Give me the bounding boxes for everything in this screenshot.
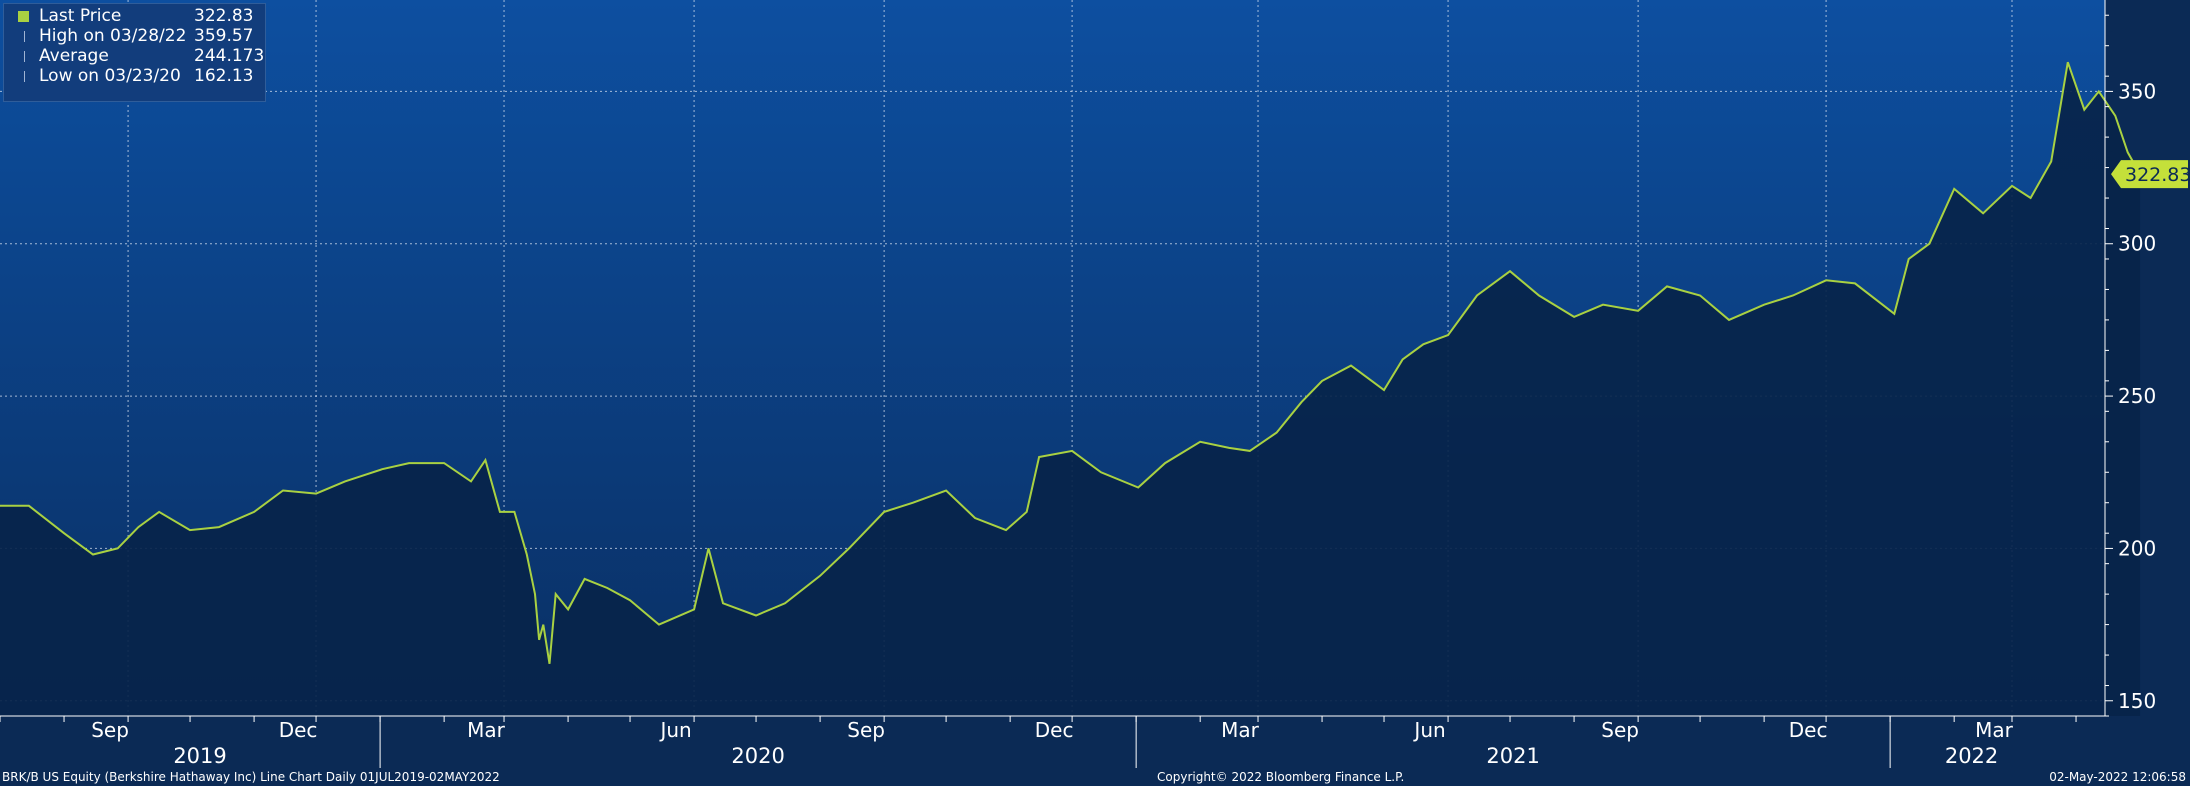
average-marker-icon	[24, 51, 25, 62]
legend: Last Price 322.83 High on 03/28/22 359.5…	[3, 3, 266, 102]
x-tick-label: Mar	[467, 718, 506, 742]
y-tick-label: 250	[2118, 384, 2156, 408]
x-year-label: 2019	[173, 744, 226, 768]
price-area-fill	[0, 62, 2141, 716]
x-tick-label: Dec	[1789, 718, 1828, 742]
legend-value: 162.13	[194, 66, 254, 86]
footer-timestamp: 02-May-2022 12:06:58	[2049, 770, 2186, 784]
y-tick-label: 300	[2118, 232, 2156, 256]
legend-label: Average	[39, 46, 109, 66]
y-axis: 150 200 250 300 350	[2105, 14, 2156, 717]
x-year-label: 2021	[1486, 744, 1539, 768]
footer-description: BRK/B US Equity (Berkshire Hathaway Inc)…	[2, 770, 500, 784]
price-line	[0, 61, 2141, 664]
y-tick-label: 350	[2118, 79, 2156, 103]
x-tick-label: Mar	[1221, 718, 1260, 742]
last-price-tag: 322.83	[2111, 160, 2190, 189]
y-tick-label: 200	[2118, 536, 2156, 560]
x-tick-label: Dec	[279, 718, 318, 742]
high-marker-icon	[24, 31, 25, 42]
x-year-label: 2022	[1945, 744, 1998, 768]
x-tick-label: Sep	[847, 718, 885, 742]
low-marker-icon	[24, 71, 25, 82]
x-tick-label: Sep	[1601, 718, 1639, 742]
legend-label: Last Price	[39, 6, 122, 26]
x-tick-label: Sep	[91, 718, 129, 742]
legend-value: 322.83	[194, 6, 254, 26]
x-tick-label: Dec	[1035, 718, 1074, 742]
xaxis-background	[0, 716, 2105, 786]
legend-value: 359.57	[194, 26, 254, 46]
x-tick-label: Mar	[1975, 718, 2014, 742]
x-tick-label: Jun	[658, 718, 691, 742]
last-price-tag-label: 322.83	[2125, 164, 2190, 186]
footer-copyright: Copyright© 2022 Bloomberg Finance L.P.	[1157, 770, 1405, 784]
legend-value: 244.173	[194, 46, 265, 66]
legend-label: High on 03/28/22	[39, 26, 187, 46]
x-tick-label: Jun	[1412, 718, 1445, 742]
x-axis: Sep Dec Mar Jun Sep Dec Mar Jun Sep Dec Mar 2019 202…	[0, 716, 2077, 768]
legend-label: Low on 03/23/20	[39, 66, 181, 86]
x-year-label: 2020	[731, 744, 784, 768]
legend-square-icon	[18, 11, 29, 22]
y-tick-label: 150	[2118, 689, 2156, 713]
